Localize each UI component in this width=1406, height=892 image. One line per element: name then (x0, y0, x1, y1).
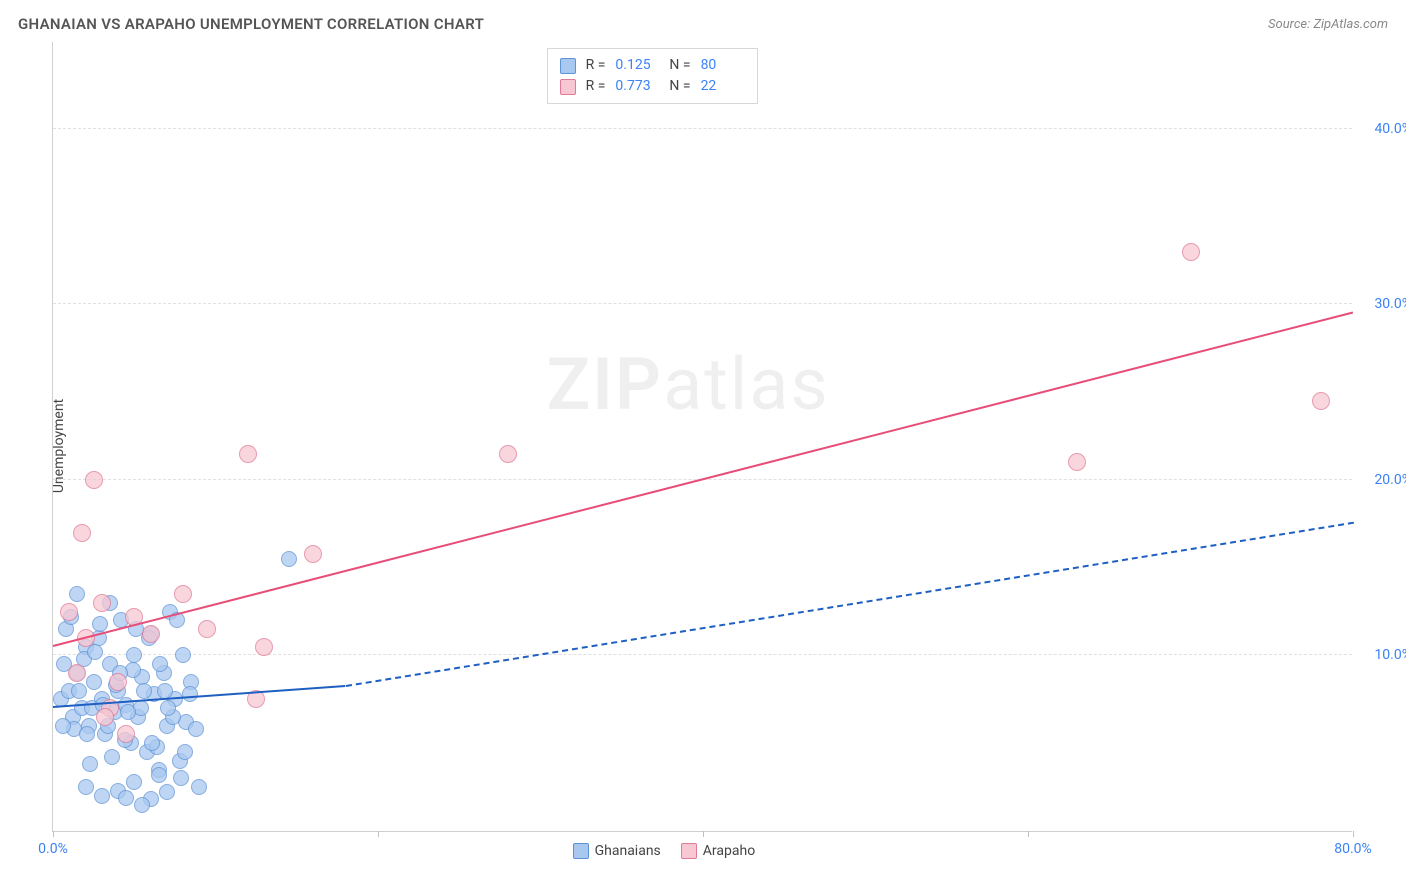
gridline-h (53, 654, 1352, 655)
data-point-arapaho (85, 471, 103, 489)
data-point-ghanaians (191, 779, 207, 795)
data-point-ghanaians (144, 735, 160, 751)
swatch-ghanaians-bottom (573, 843, 589, 859)
trendline-ghanaians-dashed (345, 522, 1353, 687)
data-point-ghanaians (159, 784, 175, 800)
y-tick-label: 20.0% (1357, 472, 1406, 488)
data-point-ghanaians (126, 774, 142, 790)
data-point-arapaho (1068, 453, 1086, 471)
data-point-ghanaians (79, 726, 95, 742)
data-point-ghanaians (182, 686, 198, 702)
stats-legend: R =0.125 N =80 R =0.773 N =22 (547, 48, 758, 104)
data-point-ghanaians (82, 756, 98, 772)
x-tick (378, 831, 379, 837)
stats-row-ghanaians: R =0.125 N =80 (560, 55, 745, 76)
data-point-arapaho (117, 725, 135, 743)
data-point-arapaho (1312, 392, 1330, 410)
data-point-arapaho (109, 673, 127, 691)
swatch-arapaho (560, 79, 576, 95)
x-tick (703, 831, 704, 837)
data-point-arapaho (499, 445, 517, 463)
data-point-ghanaians (151, 767, 167, 783)
data-point-ghanaians (104, 749, 120, 765)
gridline-h (53, 128, 1352, 129)
watermark: ZIPatlas (547, 342, 830, 427)
series-legend: Ghanaians Arapaho (573, 843, 756, 859)
gridline-h (53, 303, 1352, 304)
x-tick (1353, 831, 1354, 837)
plot-area: ZIPatlas R =0.125 N =80 R =0.773 N =22 G… (52, 42, 1352, 832)
swatch-ghanaians (560, 58, 576, 74)
data-point-arapaho (198, 620, 216, 638)
x-tick-label: 80.0% (1334, 841, 1372, 857)
data-point-ghanaians (173, 770, 189, 786)
data-point-arapaho (239, 445, 257, 463)
data-point-ghanaians (160, 700, 176, 716)
data-point-ghanaians (94, 788, 110, 804)
data-point-arapaho (174, 585, 192, 603)
y-tick-label: 30.0% (1357, 296, 1406, 312)
data-point-arapaho (60, 603, 78, 621)
data-point-ghanaians (92, 616, 108, 632)
data-point-ghanaians (281, 551, 297, 567)
data-point-ghanaians (120, 704, 136, 720)
data-point-ghanaians (78, 779, 94, 795)
data-point-ghanaians (177, 744, 193, 760)
legend-item-arapaho: Arapaho (681, 843, 755, 859)
data-point-ghanaians (71, 683, 87, 699)
data-point-ghanaians (152, 656, 168, 672)
source-credit: Source: ZipAtlas.com (1268, 17, 1388, 32)
swatch-arapaho-bottom (681, 843, 697, 859)
x-tick (1028, 831, 1029, 837)
data-point-arapaho (68, 664, 86, 682)
data-point-ghanaians (55, 718, 71, 734)
data-point-ghanaians (134, 797, 150, 813)
legend-item-ghanaians: Ghanaians (573, 843, 661, 859)
data-point-ghanaians (69, 586, 85, 602)
data-point-arapaho (73, 524, 91, 542)
data-point-ghanaians (118, 790, 134, 806)
data-point-ghanaians (188, 721, 204, 737)
data-point-ghanaians (157, 683, 173, 699)
x-tick (53, 831, 54, 837)
data-point-ghanaians (136, 683, 152, 699)
y-tick-label: 40.0% (1357, 121, 1406, 137)
data-point-ghanaians (86, 674, 102, 690)
data-point-ghanaians (175, 647, 191, 663)
data-point-arapaho (255, 638, 273, 656)
x-tick-label: 0.0% (38, 841, 68, 857)
chart-title: GHANAIAN VS ARAPAHO UNEMPLOYMENT CORRELA… (18, 15, 484, 33)
data-point-arapaho (304, 545, 322, 563)
data-point-arapaho (93, 594, 111, 612)
stats-row-arapaho: R =0.773 N =22 (560, 76, 745, 97)
data-point-arapaho (96, 708, 114, 726)
data-point-ghanaians (87, 644, 103, 660)
data-point-arapaho (1182, 243, 1200, 261)
y-tick-label: 10.0% (1357, 647, 1406, 663)
data-point-arapaho (142, 625, 160, 643)
